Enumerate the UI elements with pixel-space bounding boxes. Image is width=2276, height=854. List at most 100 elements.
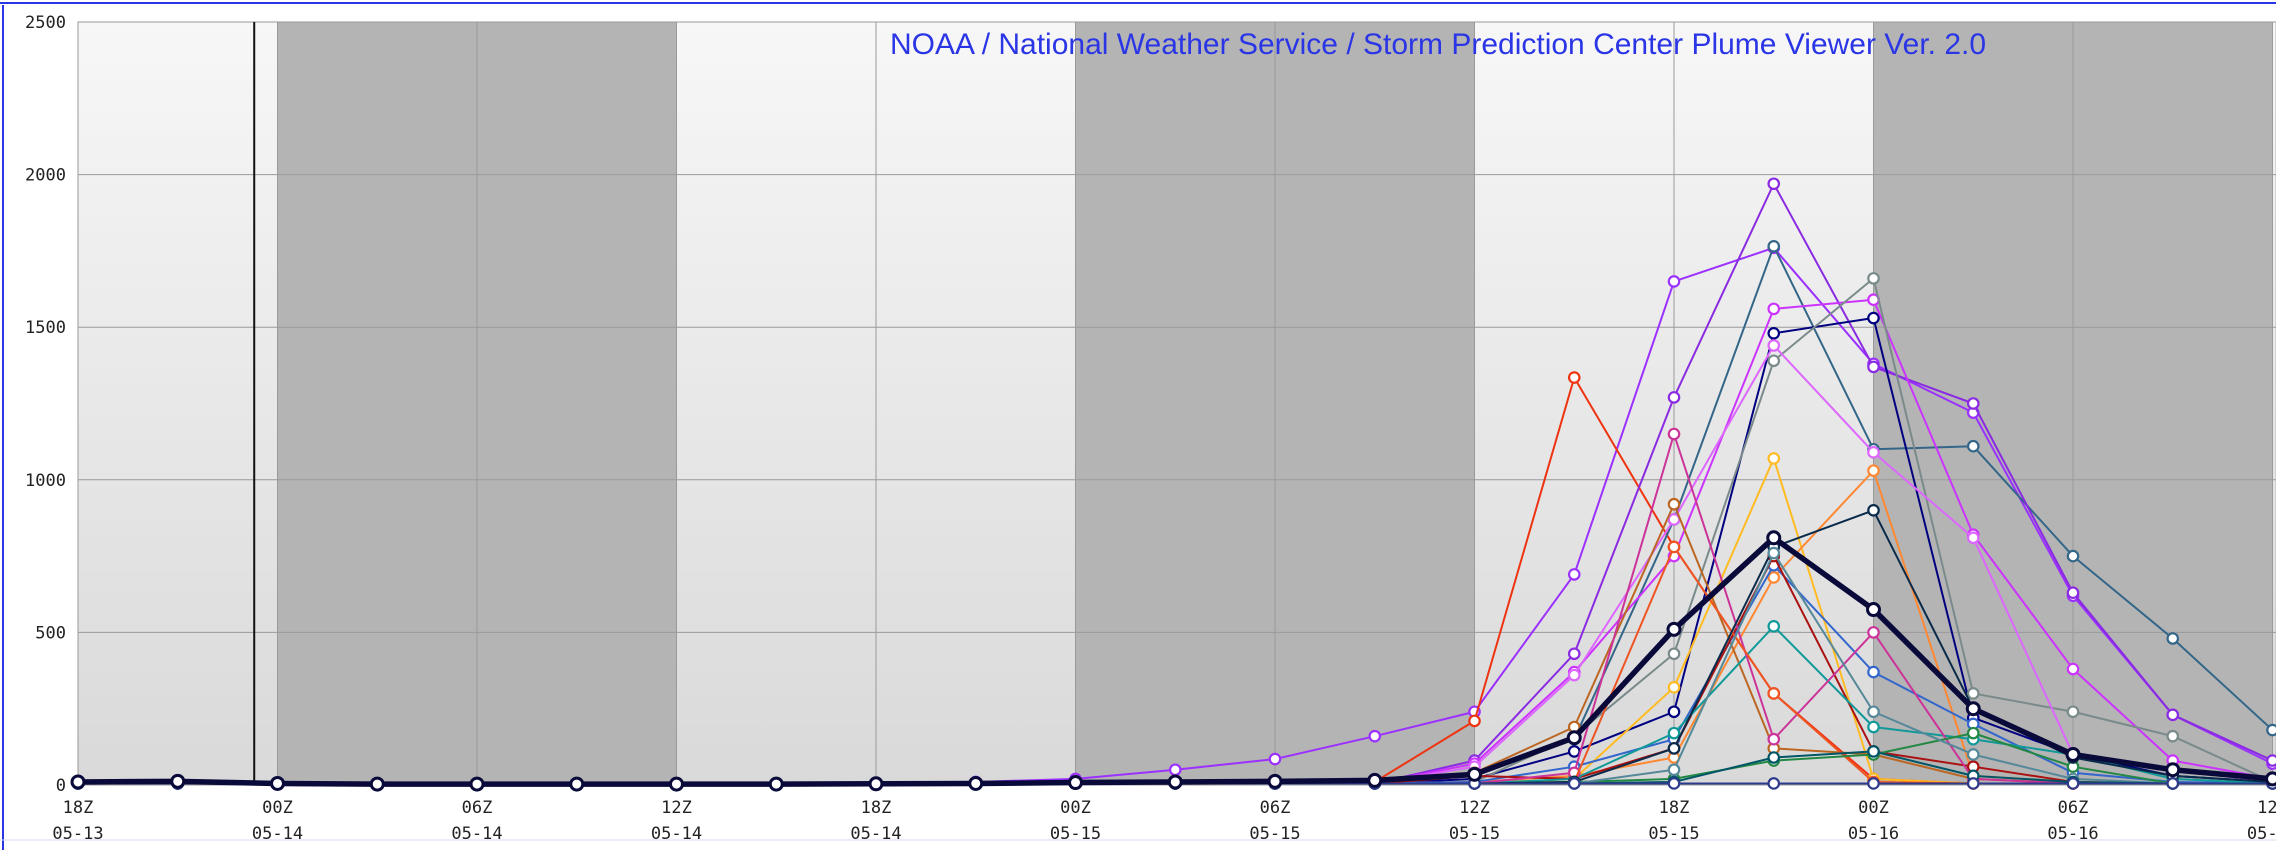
ensemble-mean-point [1469, 768, 1481, 780]
ensemble-member-19-point [1968, 749, 1978, 759]
ensemble-member-8-point [1569, 670, 1579, 680]
ensemble-member-5-point [1669, 707, 1679, 717]
ensemble-member-18-point [1868, 505, 1878, 515]
ensemble-mean-point [1668, 623, 1680, 635]
ensemble-mean-point [1568, 732, 1580, 744]
y-tick-label: 500 [35, 623, 66, 643]
ensemble-mean-point [1768, 532, 1780, 544]
ensemble-mean-point [2167, 764, 2179, 776]
x-tick-time: 18Z [861, 798, 892, 818]
x-tick-time: 00Z [1060, 798, 1091, 818]
ensemble-member-7-point [1868, 273, 1878, 283]
y-tick-label: 2000 [25, 166, 66, 186]
x-tick-date: 05-14 [651, 824, 702, 844]
ensemble-member-1-point [1569, 569, 1579, 579]
ensemble-mean-point [1369, 774, 1381, 786]
ensemble-mean-point [571, 778, 583, 790]
ensemble-member-8-point [1868, 447, 1878, 457]
ensemble-member-20-point [1868, 746, 1878, 756]
ensemble-member-4-point [2267, 755, 2276, 765]
ensemble-member-17-point [1968, 728, 1978, 738]
x-tick-date: 05-15 [1648, 824, 1699, 844]
ensemble-member-19-point [1669, 765, 1679, 775]
ensemble-member-3-point [2168, 633, 2178, 643]
ensemble-member-1-point [1370, 731, 1380, 741]
ensemble-mean-point [172, 775, 184, 787]
ensemble-member-1-point [1270, 754, 1280, 764]
y-tick-label: 1500 [25, 318, 66, 338]
ensemble-member-14-point [1769, 621, 1779, 631]
ensemble-member-8-point [1968, 533, 1978, 543]
ensemble-member-5-point [1868, 313, 1878, 323]
ensemble-member-2-point [1469, 716, 1479, 726]
x-tick-date: 05-15 [1050, 824, 1101, 844]
ensemble-member-4-point [2168, 710, 2178, 720]
chart-title: NOAA / National Weather Service / Storm … [890, 28, 1986, 62]
ensemble-member-19-point [1868, 707, 1878, 717]
ensemble-member-5-point [1569, 746, 1579, 756]
ensemble-mean-point [970, 777, 982, 789]
ensemble-member-18-point [1669, 743, 1679, 753]
ensemble-member-21-point [1769, 778, 1779, 788]
ensemble-mean-point [770, 778, 782, 790]
ensemble-member-4-point [2068, 588, 2078, 598]
ensemble-member-21-point [1569, 778, 1579, 788]
ensemble-mean-point [72, 776, 84, 788]
ensemble-member-21-point [2068, 778, 2078, 788]
ensemble-member-10-point [1769, 572, 1779, 582]
x-tick-time: 12Z [2257, 798, 2276, 818]
ensemble-member-3-point [1769, 241, 1779, 251]
ensemble-member-15-point [1669, 429, 1679, 439]
ensemble-member-1-point [1170, 765, 1180, 775]
ensemble-mean-point [2067, 748, 2079, 760]
ensemble-member-16-point [1769, 688, 1779, 698]
ensemble-member-14-point [1669, 728, 1679, 738]
ensemble-mean-point [870, 778, 882, 790]
x-tick-time: 06Z [1260, 798, 1291, 818]
x-tick-time: 06Z [462, 798, 493, 818]
ensemble-mean-point [371, 778, 383, 790]
ensemble-member-4-point [1569, 649, 1579, 659]
x-tick-time: 12Z [661, 798, 692, 818]
x-tick-time: 18Z [1659, 798, 1690, 818]
ensemble-member-2-point [1569, 372, 1579, 382]
x-tick-date: 05-16 [2047, 824, 2098, 844]
ensemble-mean-point [1967, 703, 1979, 715]
ensemble-member-7-point [1769, 356, 1779, 366]
ensemble-member-11-point [1669, 499, 1679, 509]
ensemble-member-8-point [1669, 514, 1679, 524]
x-tick-date: 05-14 [451, 824, 502, 844]
ensemble-mean-point [1269, 775, 1281, 787]
x-tick-date: 05-15 [1249, 824, 1300, 844]
x-tick-date: 05-14 [252, 824, 303, 844]
ensemble-member-21-point [1669, 778, 1679, 788]
left-margin [0, 22, 78, 785]
ensemble-member-3-point [2267, 725, 2276, 735]
y-tick-label: 2500 [25, 13, 66, 33]
y-tick-label: 0 [56, 776, 66, 796]
x-tick-time: 12Z [1459, 798, 1490, 818]
ensemble-mean-point [2267, 773, 2276, 785]
ensemble-member-15-point [1769, 734, 1779, 744]
x-tick-time: 00Z [1858, 798, 1889, 818]
x-tick-time: 00Z [262, 798, 293, 818]
x-tick-time: 06Z [2058, 798, 2089, 818]
ensemble-member-14-point [1868, 722, 1878, 732]
x-tick-date: 05-16 [1848, 824, 1899, 844]
ensemble-member-4-point [1968, 398, 1978, 408]
ensemble-member-21-point [1968, 778, 1978, 788]
ensemble-member-3-point [1968, 441, 1978, 451]
ensemble-mean-point [1070, 777, 1082, 789]
ensemble-member-7-point [2068, 707, 2078, 717]
ensemble-member-10-point [1868, 465, 1878, 475]
ensemble-member-7-point [2168, 731, 2178, 741]
x-tick-date: 05-14 [850, 824, 901, 844]
y-tick-label: 1000 [25, 471, 66, 491]
ensemble-member-7-point [1968, 688, 1978, 698]
ensemble-member-21-point [1868, 778, 1878, 788]
ensemble-member-1-point [1669, 276, 1679, 286]
ensemble-member-5-point [1769, 328, 1779, 338]
ensemble-mean-point [671, 778, 683, 790]
